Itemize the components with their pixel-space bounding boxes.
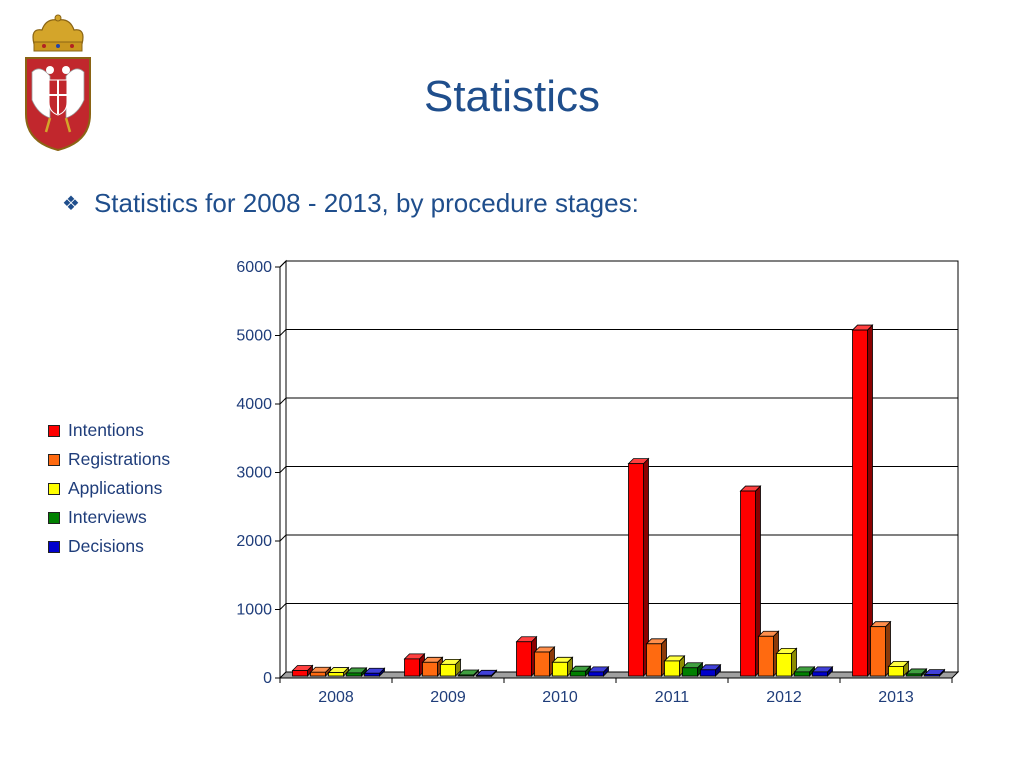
x-tick-label: 2009 xyxy=(430,689,466,706)
y-tick-label: 5000 xyxy=(236,328,272,345)
legend-swatch xyxy=(48,424,60,437)
legend-item-registrations: Registrations xyxy=(48,445,170,474)
bar-registrations-2011 xyxy=(646,643,662,677)
y-tick-label: 6000 xyxy=(236,259,272,276)
gridline-depth xyxy=(279,397,287,405)
serbian-coat-of-arms-icon xyxy=(20,14,96,154)
bar-decisions-2013 xyxy=(924,674,940,677)
bullet-point: ❖ Statistics for 2008 - 2013, by procedur… xyxy=(62,186,639,223)
bar-applications-2013 xyxy=(888,666,904,677)
y-tick-label: 2000 xyxy=(236,533,272,550)
bar-interviews-2010 xyxy=(570,670,586,677)
legend-swatch xyxy=(48,453,60,466)
bar-decisions-2012 xyxy=(812,671,828,677)
bar-applications-2009 xyxy=(440,663,456,677)
x-tick-label: 2008 xyxy=(318,689,354,706)
bar-decisions-2011 xyxy=(700,669,716,677)
legend-swatch xyxy=(48,540,60,553)
y-tick-label: 0 xyxy=(263,670,272,687)
bar-interviews-2009 xyxy=(458,674,474,677)
gridline-depth xyxy=(279,260,287,268)
legend-label: Intentions xyxy=(68,420,144,440)
gridline-depth xyxy=(279,534,287,542)
bar-registrations-2010 xyxy=(534,651,550,677)
x-tick-label: 2010 xyxy=(542,689,578,706)
bar-registrations-2009 xyxy=(422,661,438,677)
bar-intentions-2009 xyxy=(404,658,420,677)
bar-interviews-2008 xyxy=(346,672,362,677)
bar-decisions-2009 xyxy=(476,674,492,677)
bar-decisions-2008 xyxy=(364,672,380,677)
legend-swatch xyxy=(48,511,60,524)
bar-interviews-2013 xyxy=(906,673,922,677)
legend-label: Applications xyxy=(68,478,163,498)
chart-legend: Intentions Registrations Applications Inter… xyxy=(48,416,170,561)
bar-applications-2010 xyxy=(552,661,568,677)
bar-interviews-2012 xyxy=(794,671,810,677)
bar-registrations-2012 xyxy=(758,635,774,677)
legend-item-intentions: Intentions xyxy=(48,416,170,445)
y-tick-label: 1000 xyxy=(236,602,272,619)
bar-applications-2008 xyxy=(328,672,344,677)
bullet-text: Statistics for 2008 - 2013, by procedure… xyxy=(93,188,639,218)
legend-item-interviews: Interviews xyxy=(48,503,170,532)
x-tick-label: 2012 xyxy=(766,689,802,706)
y-tick-label: 3000 xyxy=(236,465,272,482)
bar-registrations-2008 xyxy=(310,671,326,677)
bar-intentions-2008 xyxy=(292,670,308,677)
bar-interviews-2011 xyxy=(682,667,698,677)
legend-label: Registrations xyxy=(68,449,171,469)
slide-title: Statistics xyxy=(423,72,601,121)
bar-decisions-2010 xyxy=(588,671,604,677)
bar-registrations-2013 xyxy=(870,626,886,677)
x-tick-label: 2011 xyxy=(655,689,690,706)
legend-item-decisions: Decisions xyxy=(48,532,170,561)
diamond-bullet-icon: ❖ xyxy=(62,193,80,215)
bar-intentions-2013 xyxy=(852,329,868,677)
bar-intentions-2012 xyxy=(740,490,756,677)
legend-label: Interviews xyxy=(68,507,147,527)
gridline-depth xyxy=(279,329,287,336)
bar-applications-2012 xyxy=(776,652,792,677)
gridline-depth xyxy=(279,466,287,473)
y-tick-label: 4000 xyxy=(236,396,272,413)
legend-swatch xyxy=(48,482,60,495)
bar-applications-2011 xyxy=(664,660,680,677)
bar-side-intentions xyxy=(867,324,873,677)
bar-intentions-2011 xyxy=(628,463,644,677)
legend-label: Decisions xyxy=(68,536,144,556)
legend-item-applications: Applications xyxy=(48,474,170,503)
x-tick-label: 2013 xyxy=(878,689,914,706)
bar-intentions-2010 xyxy=(516,641,532,677)
gridline-depth xyxy=(279,603,287,610)
